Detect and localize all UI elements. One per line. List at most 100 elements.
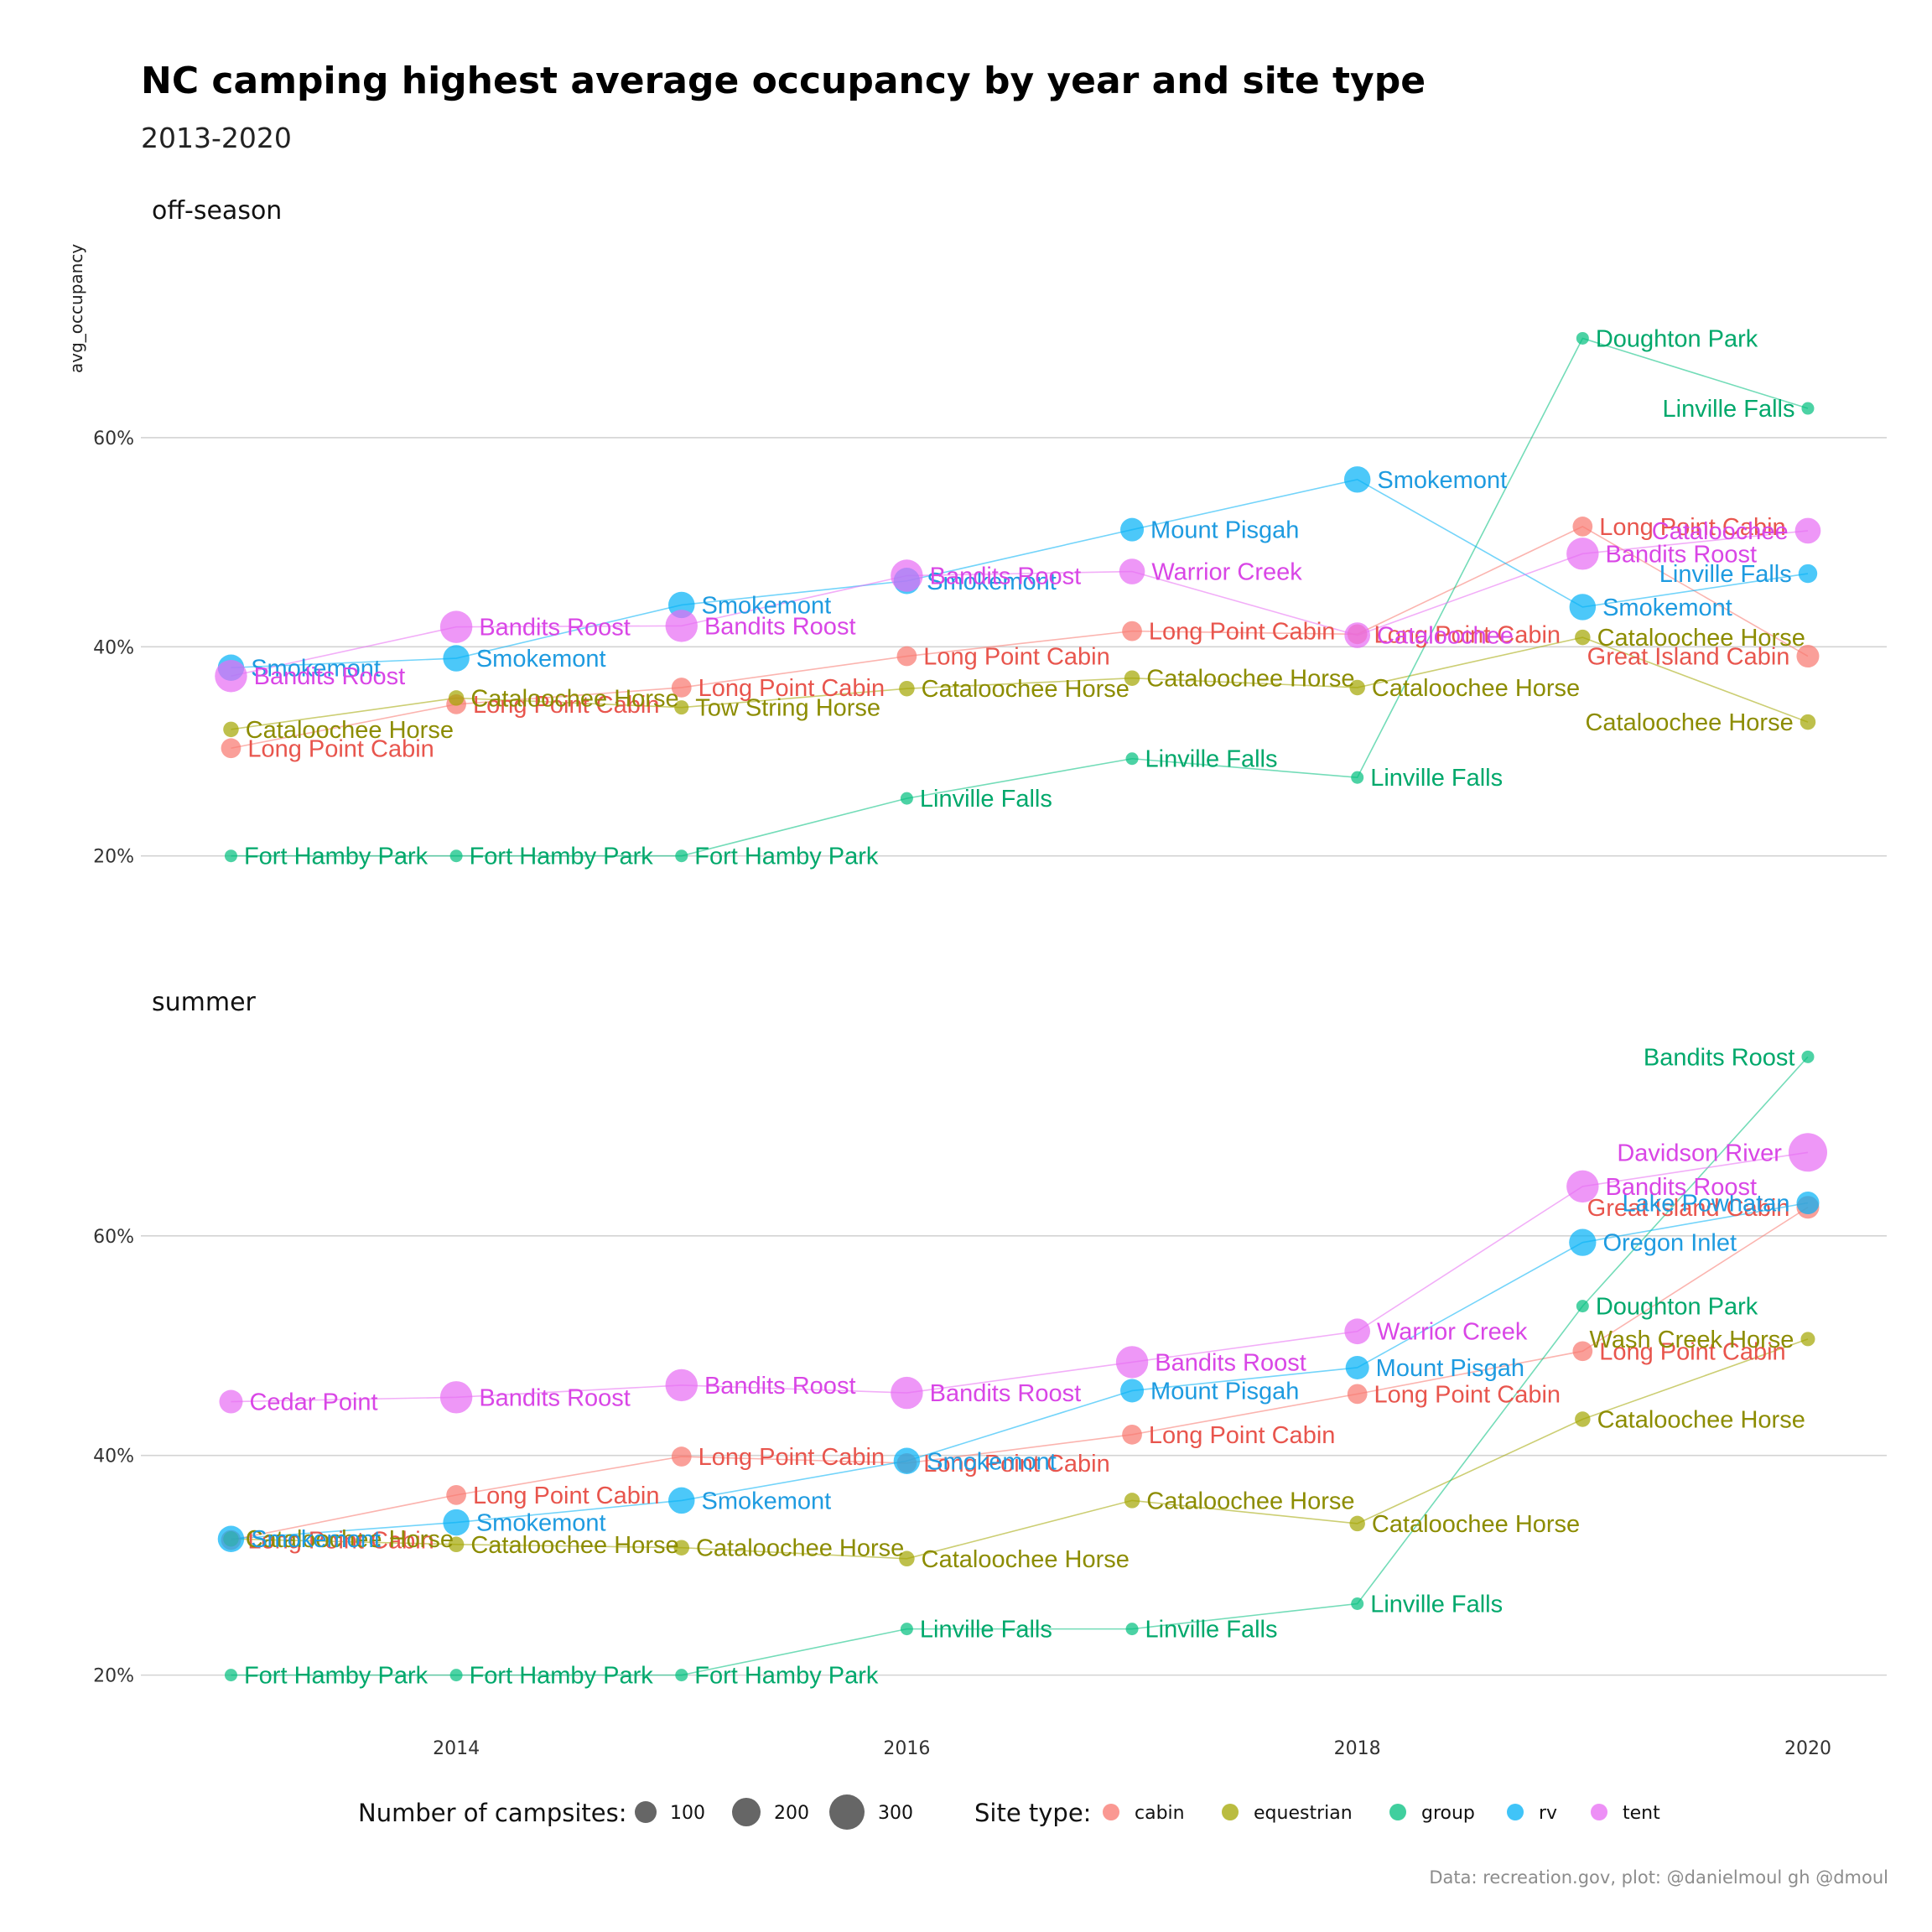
panel-title-summer: summer <box>152 988 257 1017</box>
point-label: Bandits Roost <box>930 564 1082 590</box>
point-label: Doughton Park <box>1596 1294 1758 1321</box>
series-line-equestrian <box>231 636 1809 730</box>
point-label: Wash Creek Horse <box>1590 1327 1794 1353</box>
point-label: Smokemont <box>476 646 606 673</box>
data-point-group <box>1351 771 1364 784</box>
point-label: Mount Pisgah <box>1150 517 1299 544</box>
point-label: Long Point Cabin <box>247 735 434 762</box>
panel-off-season: 20% 40% 60% Long Point Cabin Long Point Cabi… <box>93 325 1887 870</box>
legend-color-label: group <box>1421 1803 1475 1824</box>
data-point-cabin <box>1122 1424 1142 1445</box>
point-label: Linville Falls <box>1370 1592 1503 1618</box>
data-point-group <box>1125 752 1139 766</box>
data-point-group <box>675 1669 688 1682</box>
x-tick-label: 2016 <box>883 1738 930 1759</box>
data-point-tent <box>665 610 698 642</box>
data-point-rv <box>443 645 470 672</box>
point-label: Lake Powhatan <box>1623 1191 1790 1218</box>
data-point-rv <box>1796 1192 1820 1215</box>
data-point-rv <box>1569 594 1597 621</box>
legend-size-label: 200 <box>774 1803 809 1824</box>
panel-summer: 20% 40% 60% Long Point Cabin Long Point Cabi… <box>93 1044 1887 1690</box>
point-label: Long Point Cabin <box>699 675 886 702</box>
point-label: Long Point Cabin <box>699 1444 886 1471</box>
data-point-rv <box>1345 1355 1369 1379</box>
point-label: Great Island Cabin <box>1587 644 1790 671</box>
x-tick-label: 2018 <box>1334 1738 1381 1759</box>
point-label: Cataloochee <box>1377 623 1514 650</box>
point-label: Smokemont <box>476 1510 606 1537</box>
data-point-tent <box>1788 1133 1827 1172</box>
point-label: Mount Pisgah <box>1150 1378 1299 1405</box>
data-point-equestrian <box>1575 629 1591 646</box>
data-point-equestrian <box>1124 670 1140 686</box>
point-label: Long Point Cabin <box>1374 1381 1561 1408</box>
point-label: Cedar Point <box>249 1389 377 1416</box>
point-label: Fort Hamby Park <box>470 1663 654 1690</box>
series-line-rv <box>231 1202 1809 1540</box>
point-label: Long Point Cabin <box>1374 621 1561 648</box>
legend-color-label: rv <box>1539 1803 1557 1824</box>
point-label: Cataloochee Horse <box>1372 675 1580 702</box>
point-label: Smokemont <box>1377 467 1507 494</box>
data-point-group <box>1351 1597 1364 1611</box>
data-point-rv <box>1120 1379 1145 1403</box>
data-point-tent <box>1794 517 1821 544</box>
data-point-group <box>1801 402 1815 415</box>
point-label: Linville Falls <box>920 1617 1052 1644</box>
point-label: Davidson River <box>1617 1140 1782 1166</box>
legend-color-title: Site type: <box>974 1799 1091 1827</box>
point-label: Fort Hamby Park <box>244 844 428 870</box>
legend-size-swatch <box>829 1794 865 1830</box>
point-label: Cataloochee Horse <box>696 1535 904 1562</box>
legend-color-swatch-rv <box>1507 1804 1524 1820</box>
series-line-equestrian <box>231 1338 1809 1560</box>
point-label: Long Point Cabin <box>923 1451 1110 1478</box>
legend-size-swatch <box>732 1798 761 1826</box>
data-point-cabin <box>1347 1384 1368 1405</box>
y-tick-label: 20% <box>93 847 134 868</box>
series-line-rv <box>231 478 1809 669</box>
legend-size-label: 300 <box>878 1803 913 1824</box>
data-point-group <box>449 1669 463 1682</box>
point-label: Linville Falls <box>1659 561 1792 588</box>
point-label: Cataloochee Horse <box>1146 1488 1354 1514</box>
data-point-tent <box>1344 1318 1371 1345</box>
legend-color-label: equestrian <box>1254 1803 1353 1824</box>
x-tick-label: 2014 <box>433 1738 480 1759</box>
data-point-cabin <box>671 1446 692 1467</box>
data-point-rv <box>1569 1228 1597 1256</box>
point-label: Smokemont <box>251 655 381 682</box>
point-label: Cataloochee Horse <box>1146 666 1354 693</box>
point-label: Bandits Roost <box>1606 541 1758 568</box>
x-axis: 2014 2016 2018 2020 <box>433 1738 1831 1759</box>
data-point-equestrian <box>448 1536 465 1553</box>
point-label: Smokemont <box>701 592 831 619</box>
point-label: Linville Falls <box>1663 396 1795 423</box>
point-label: Bandits Roost <box>479 615 631 641</box>
point-label: Oregon Inlet <box>1602 1230 1737 1257</box>
data-point-tent <box>215 660 247 693</box>
point-label: Bandits Roost <box>704 1373 856 1400</box>
point-label: Tow String Horse <box>695 695 880 722</box>
data-point-cabin <box>221 738 242 759</box>
point-label: Cataloochee Horse <box>1597 1407 1805 1434</box>
point-label: Bandits Roost <box>479 1384 631 1411</box>
y-axis-label: avg_occupancy <box>66 244 86 373</box>
legend-color-swatch-tent <box>1591 1804 1607 1820</box>
point-label: Cataloochee Horse <box>246 1526 454 1553</box>
y-tick-label: 40% <box>93 1446 134 1467</box>
data-point-tent <box>1344 622 1371 648</box>
point-label: Long Point Cabin <box>1599 514 1786 541</box>
data-point-group <box>1801 1050 1815 1063</box>
point-label: Warrior Creek <box>1151 559 1302 586</box>
data-point-group <box>449 849 463 863</box>
point-label: Long Point Cabin <box>473 692 660 719</box>
point-label: Cataloochee Horse <box>246 717 454 744</box>
legend-color-label: cabin <box>1135 1803 1185 1824</box>
data-point-equestrian <box>899 1550 915 1567</box>
data-point-tent <box>1119 558 1145 584</box>
legend-size-keys: 100 200 300 <box>635 1794 913 1830</box>
data-point-cabin <box>896 646 917 667</box>
